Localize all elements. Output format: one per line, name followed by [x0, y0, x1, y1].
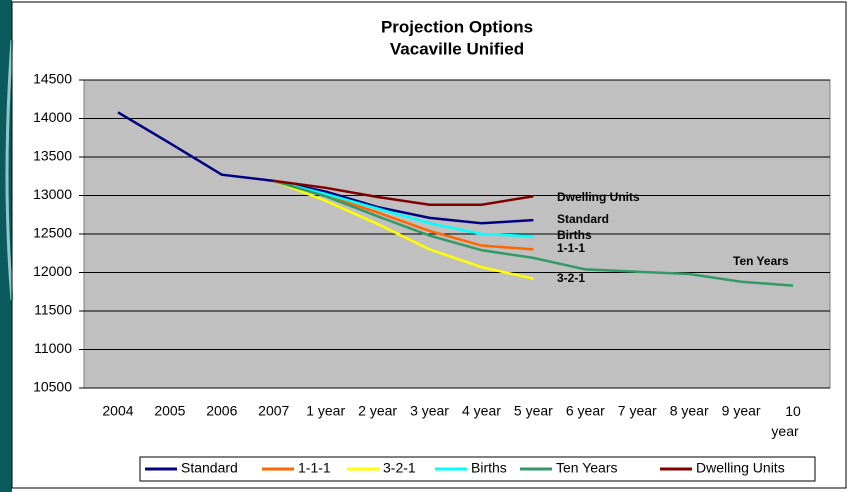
x-tick-label: 2006 [206, 403, 237, 419]
x-tick-label: 2004 [102, 403, 133, 419]
series-line [117, 111, 534, 225]
legend-label: 3-2-1 [383, 460, 416, 476]
legend-label: Ten Years [556, 460, 618, 476]
annotation: Dwelling Units [557, 190, 640, 204]
y-tick-label: 11000 [34, 340, 72, 356]
x-tick-label: 8 year [670, 403, 709, 419]
slide-curve [5, 39, 14, 301]
chart-subtitle: Vacaville Unified [390, 39, 524, 58]
series-line [273, 179, 794, 287]
series-line [273, 179, 534, 238]
x-tick-label: 9 year [722, 403, 761, 419]
x-tick-label: 4 year [462, 403, 501, 419]
chart-title: Projection Options [381, 17, 533, 36]
annotation: 3-2-1 [557, 271, 585, 285]
x-tick-label: 2005 [154, 403, 185, 419]
y-tick-label: 13000 [33, 186, 72, 202]
legend [139, 456, 816, 482]
annotation: Standard [557, 212, 609, 226]
y-tick-label: 14500 [33, 71, 72, 87]
series-line [273, 179, 534, 280]
x-tick-label: 6 year [566, 403, 605, 419]
x-tick-label: 10 year [771, 403, 801, 439]
x-tick-label: 7 year [618, 403, 657, 419]
y-tick-label: 13500 [33, 148, 72, 164]
legend-label: 1-1-1 [298, 460, 331, 476]
x-tick-label: 5 year [514, 403, 553, 419]
y-tick-label: 11500 [34, 302, 72, 318]
y-tick-label: 12000 [33, 263, 72, 279]
annotation: 1-1-1 [557, 241, 585, 255]
chart-frame [11, 1, 847, 489]
y-tick-label: 12500 [33, 225, 72, 241]
series-line [273, 179, 534, 206]
legend-label: Dwelling Units [696, 460, 785, 476]
x-tick-label: 2 year [358, 403, 397, 419]
annotation: Births [557, 228, 592, 242]
legend-label: Standard [181, 460, 238, 476]
x-tick-label: 3 year [410, 403, 449, 419]
legend-label: Births [471, 460, 507, 476]
y-tick-label: 10500 [33, 379, 72, 395]
x-tick-label: 1 year [306, 403, 345, 419]
x-tick-label: 2007 [258, 403, 289, 419]
annotation: Ten Years [733, 254, 789, 268]
y-tick-label: 14000 [33, 109, 72, 125]
